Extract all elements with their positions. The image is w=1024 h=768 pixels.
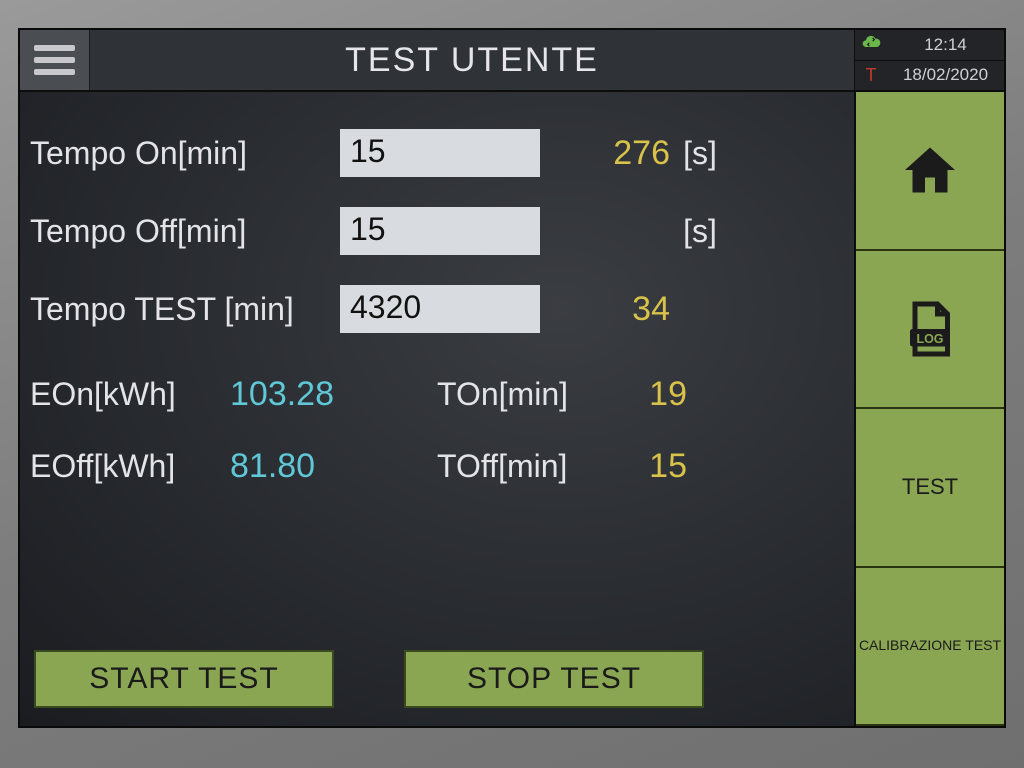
param-row-tempo-off: Tempo Off[min] 15 [s] [30, 192, 844, 270]
side-nav: LOG TEST CALIBRAZIONE TEST [854, 92, 1004, 726]
ton-value: 19 [607, 375, 687, 414]
stat-row-eon: EOn[kWh] 103.28 [30, 358, 437, 430]
ton-label: TOn[min] [437, 376, 607, 413]
param-label: Tempo TEST [min] [30, 291, 340, 328]
nav-calibration-button[interactable]: CALIBRAZIONE TEST [856, 568, 1004, 727]
stats-panel: EOn[kWh] 103.28 EOff[kWh] 81.80 TOn[min]… [30, 358, 844, 502]
eoff-label: EOff[kWh] [30, 448, 230, 485]
log-file-icon: LOG [900, 299, 960, 359]
clock-date: 18/02/2020 [887, 65, 1004, 85]
clock-time-row: 12:14 [855, 30, 1004, 61]
cloud-sync-icon [855, 32, 887, 57]
tempo-off-input[interactable]: 15 [340, 207, 540, 255]
temp-warn-icon: T [855, 65, 887, 86]
toff-value: 15 [607, 447, 687, 486]
menu-button[interactable] [20, 30, 90, 90]
device-bezel: TEST UTENTE 12:14 T 18/02/2020 Tempo On[… [0, 0, 1024, 768]
clock-panel: 12:14 T 18/02/2020 [854, 30, 1004, 90]
stop-test-button[interactable]: STOP TEST [404, 650, 704, 708]
tempo-on-live: 276 [560, 134, 670, 173]
tempo-off-unit: [s] [670, 213, 730, 250]
main-panel: Tempo On[min] 15 276 [s] Tempo Off[min] … [20, 92, 854, 726]
nav-log-button[interactable]: LOG [856, 251, 1004, 410]
eoff-value: 81.80 [230, 447, 315, 486]
svg-text:LOG: LOG [916, 332, 943, 346]
page-title: TEST UTENTE [90, 30, 854, 90]
eon-label: EOn[kWh] [30, 376, 230, 413]
home-icon [900, 140, 960, 200]
action-button-bar: START TEST STOP TEST [30, 650, 844, 716]
tempo-test-live: 34 [560, 290, 670, 329]
eon-value: 103.28 [230, 375, 334, 414]
toff-label: TOff[min] [437, 448, 607, 485]
clock-time: 12:14 [887, 35, 1004, 55]
stats-col-energy: EOn[kWh] 103.28 EOff[kWh] 81.80 [30, 358, 437, 502]
hamburger-line [34, 57, 75, 63]
hamburger-line [34, 69, 75, 75]
tempo-on-input[interactable]: 15 [340, 129, 540, 177]
stat-row-eoff: EOff[kWh] 81.80 [30, 430, 437, 502]
tempo-test-input[interactable]: 4320 [340, 285, 540, 333]
param-row-tempo-on: Tempo On[min] 15 276 [s] [30, 114, 844, 192]
clock-date-row: T 18/02/2020 [855, 61, 1004, 91]
screen: TEST UTENTE 12:14 T 18/02/2020 Tempo On[… [18, 28, 1006, 728]
param-label: Tempo Off[min] [30, 213, 340, 250]
param-row-tempo-test: Tempo TEST [min] 4320 34 [30, 270, 844, 348]
header-bar: TEST UTENTE 12:14 T 18/02/2020 [20, 30, 1004, 92]
tempo-on-unit: [s] [670, 135, 730, 172]
start-test-button[interactable]: START TEST [34, 650, 334, 708]
nav-home-button[interactable] [856, 92, 1004, 251]
nav-test-label: TEST [902, 474, 958, 500]
hamburger-line [34, 45, 75, 51]
stat-row-toff: TOff[min] 15 [437, 430, 844, 502]
param-label: Tempo On[min] [30, 135, 340, 172]
stat-row-ton: TOn[min] 19 [437, 358, 844, 430]
stats-col-time: TOn[min] 19 TOff[min] 15 [437, 358, 844, 502]
nav-calibration-label: CALIBRAZIONE TEST [859, 637, 1001, 654]
nav-test-button[interactable]: TEST [856, 409, 1004, 568]
